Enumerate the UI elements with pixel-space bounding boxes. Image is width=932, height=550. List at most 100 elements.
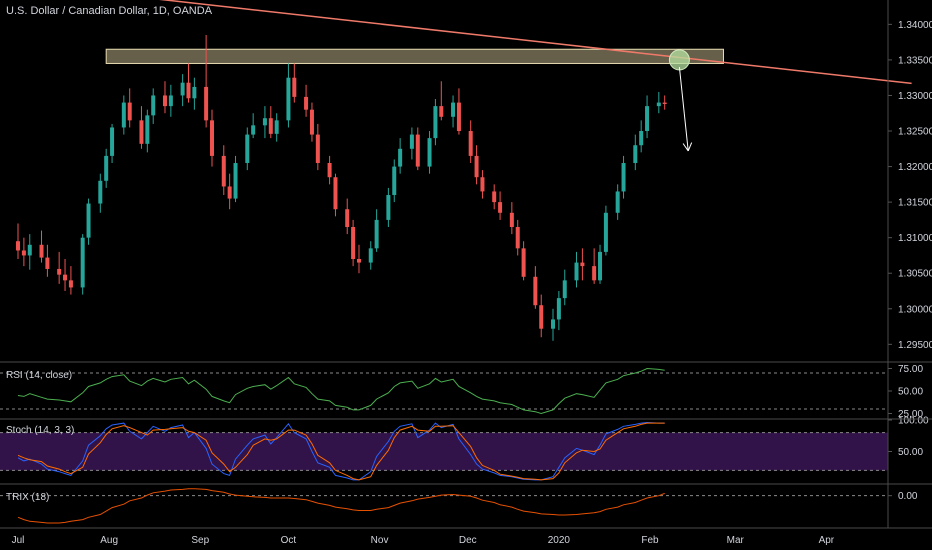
candle bbox=[210, 109, 215, 167]
candle-body bbox=[45, 257, 50, 269]
candle bbox=[433, 99, 438, 146]
axis-tick-label: 25.00 bbox=[898, 409, 923, 420]
candle-body bbox=[633, 145, 638, 164]
candle-body bbox=[27, 244, 32, 256]
time-tick-label: 2020 bbox=[548, 535, 571, 546]
candle bbox=[345, 198, 350, 235]
price-axis: 1.34000 1.33500 1.33000 1.32500 1.32000 1.315… bbox=[898, 20, 932, 351]
candle bbox=[186, 63, 191, 103]
candle-body bbox=[233, 163, 238, 199]
resistance-zone bbox=[105, 48, 724, 64]
trix-label: TRIX (18) bbox=[6, 492, 50, 503]
candle-body bbox=[656, 102, 661, 107]
stoch-label: Stoch (14, 3, 3) bbox=[6, 425, 75, 436]
candle-body bbox=[68, 280, 73, 288]
axis-tick-label: 50.00 bbox=[898, 387, 923, 398]
price-tick-label: 1.33000 bbox=[898, 91, 932, 102]
candle bbox=[515, 219, 520, 256]
candle-body bbox=[533, 276, 538, 306]
candle-body bbox=[333, 177, 338, 210]
candle bbox=[204, 35, 209, 128]
candle-body bbox=[603, 212, 608, 252]
candle bbox=[139, 106, 144, 149]
candle bbox=[639, 120, 644, 153]
candle bbox=[468, 120, 473, 164]
candle bbox=[498, 191, 503, 220]
candle bbox=[656, 91, 661, 114]
candle-body bbox=[309, 109, 314, 135]
candle-body bbox=[304, 96, 309, 110]
candle-body bbox=[151, 95, 156, 116]
candle bbox=[427, 131, 432, 174]
candle bbox=[451, 95, 456, 128]
price-tick-label: 1.34000 bbox=[898, 20, 932, 31]
candle-body bbox=[415, 134, 420, 167]
candle-body bbox=[645, 106, 650, 132]
candle-body bbox=[621, 163, 626, 192]
axis-tick-label: 0.00 bbox=[898, 491, 918, 502]
stoch-band bbox=[0, 432, 888, 471]
rsi-pane: 75.00 50.00 25.00 bbox=[0, 364, 923, 420]
arrow-shaft bbox=[678, 66, 689, 151]
candle-body bbox=[539, 305, 544, 329]
candle-body bbox=[110, 127, 115, 156]
candle-body bbox=[262, 118, 267, 126]
candle bbox=[57, 251, 62, 284]
candle-body bbox=[639, 131, 644, 146]
candle-body bbox=[556, 298, 561, 320]
candle-body bbox=[374, 219, 379, 249]
time-tick-label: Jul bbox=[12, 535, 25, 546]
candle-body bbox=[145, 115, 150, 144]
candle-body bbox=[433, 106, 438, 139]
candle bbox=[121, 95, 126, 135]
candle bbox=[409, 127, 414, 160]
time-tick-label: Oct bbox=[281, 535, 297, 546]
candle-body bbox=[98, 180, 103, 204]
candle-body bbox=[39, 244, 44, 258]
candle bbox=[333, 173, 338, 217]
candle-body bbox=[456, 102, 461, 132]
candle-body bbox=[268, 118, 273, 134]
candle-body bbox=[515, 227, 520, 249]
candle bbox=[351, 219, 356, 267]
candle bbox=[304, 84, 309, 117]
candle-body bbox=[615, 191, 620, 213]
candle-body bbox=[186, 82, 191, 99]
candle-body bbox=[480, 177, 485, 192]
candle-body bbox=[398, 148, 403, 167]
candle-body bbox=[580, 262, 585, 267]
candle bbox=[562, 269, 567, 306]
candle bbox=[356, 244, 361, 274]
candle-body bbox=[180, 82, 185, 96]
chart-title: U.S. Dollar / Canadian Dollar, 1D, OANDA bbox=[6, 5, 213, 17]
candle bbox=[168, 84, 173, 117]
time-tick-label: Feb bbox=[641, 535, 659, 546]
candle bbox=[533, 266, 538, 309]
candle bbox=[110, 123, 115, 164]
candle-body bbox=[392, 166, 397, 196]
price-tick-label: 1.30000 bbox=[898, 304, 932, 315]
candle bbox=[162, 81, 167, 114]
candle bbox=[262, 106, 267, 139]
candle bbox=[574, 251, 579, 288]
time-tick-label: Sep bbox=[191, 535, 209, 546]
candle-body bbox=[121, 102, 126, 128]
trix-pane: 0.00 bbox=[0, 488, 918, 524]
candle-body bbox=[345, 209, 350, 228]
candle bbox=[233, 155, 238, 203]
candle-body bbox=[80, 237, 85, 288]
candle-body bbox=[521, 248, 526, 277]
candle-body bbox=[315, 134, 320, 164]
trix-line bbox=[17, 488, 665, 524]
candle bbox=[603, 205, 608, 256]
candle bbox=[374, 209, 379, 252]
candle-body bbox=[368, 248, 373, 263]
axis-tick-label: 50.00 bbox=[898, 447, 923, 458]
arrow-head bbox=[687, 142, 693, 152]
price-tick-label: 1.31000 bbox=[898, 233, 932, 244]
candle-body bbox=[139, 120, 144, 144]
candle-body bbox=[251, 125, 256, 135]
rsi-line bbox=[17, 367, 665, 415]
candle bbox=[592, 248, 597, 284]
